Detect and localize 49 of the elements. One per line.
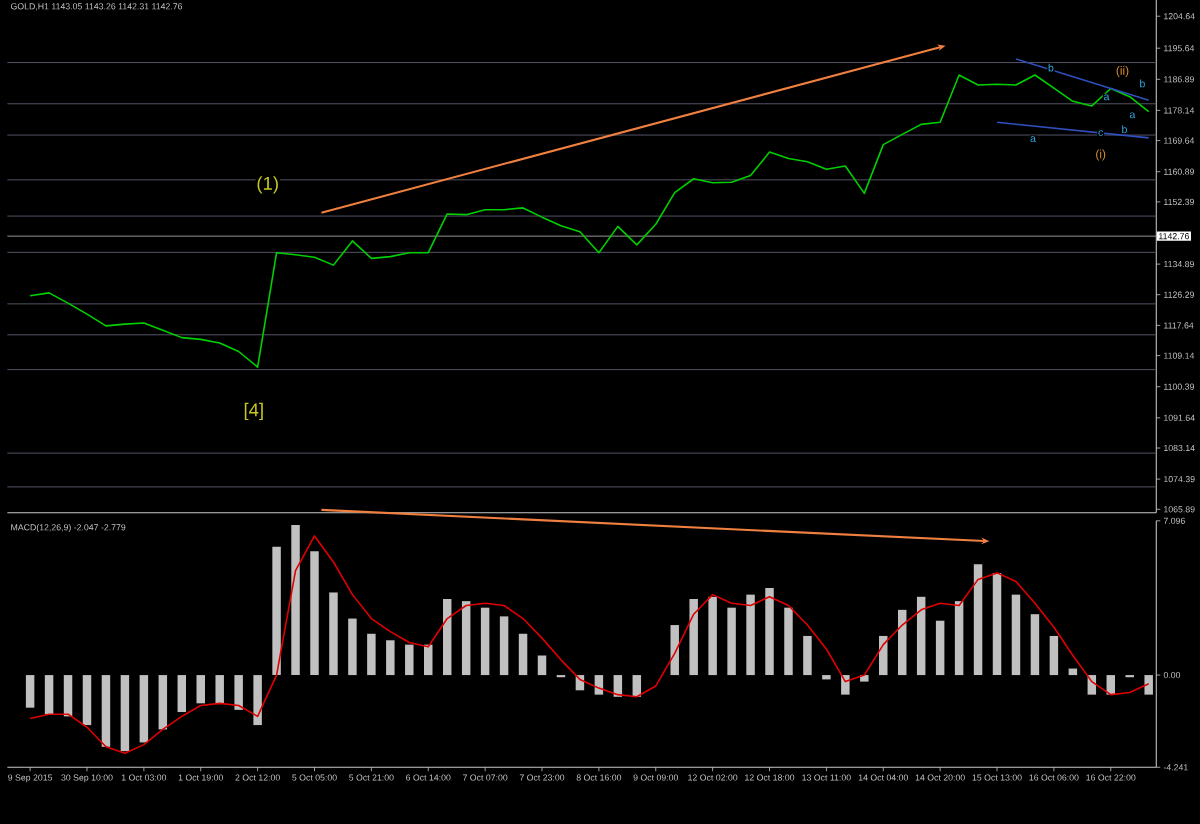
bar (746, 594, 755, 675)
bar (442, 598, 452, 675)
annotation: [4] (244, 402, 263, 420)
bar (897, 609, 907, 675)
annotation: (1) (257, 175, 278, 194)
line-series (29, 73, 1150, 368)
bar (727, 607, 736, 675)
bar (348, 618, 357, 675)
bar (196, 674, 205, 703)
bar (120, 674, 130, 751)
bar (1049, 635, 1059, 675)
bar (879, 635, 888, 675)
bar (367, 633, 376, 675)
bar (386, 639, 395, 675)
bar (310, 550, 319, 675)
bar (139, 674, 149, 743)
bar (499, 615, 509, 675)
bar (935, 620, 945, 675)
bar (954, 600, 964, 675)
bar (784, 607, 793, 675)
bar (177, 674, 187, 712)
bar (291, 524, 300, 675)
bar (518, 633, 528, 675)
bar (44, 674, 54, 714)
bar (803, 635, 812, 675)
bar (158, 674, 168, 729)
line-series (29, 534, 1150, 754)
bar (537, 655, 547, 675)
bar (480, 607, 490, 675)
bar (215, 674, 224, 703)
bar (234, 674, 243, 710)
bar (253, 674, 262, 725)
bar (405, 644, 414, 675)
bar (1011, 594, 1021, 675)
bar (63, 674, 73, 716)
bar (272, 546, 281, 675)
bar (101, 674, 111, 747)
bar (973, 563, 983, 675)
bar (461, 600, 471, 675)
bar (329, 592, 338, 675)
bar (708, 596, 717, 675)
bar (765, 587, 774, 675)
bar (992, 572, 1002, 675)
bar (670, 624, 679, 675)
bar (25, 674, 35, 708)
bar (916, 596, 926, 675)
bar (689, 598, 698, 675)
bar (1030, 613, 1040, 675)
bar (82, 674, 92, 725)
